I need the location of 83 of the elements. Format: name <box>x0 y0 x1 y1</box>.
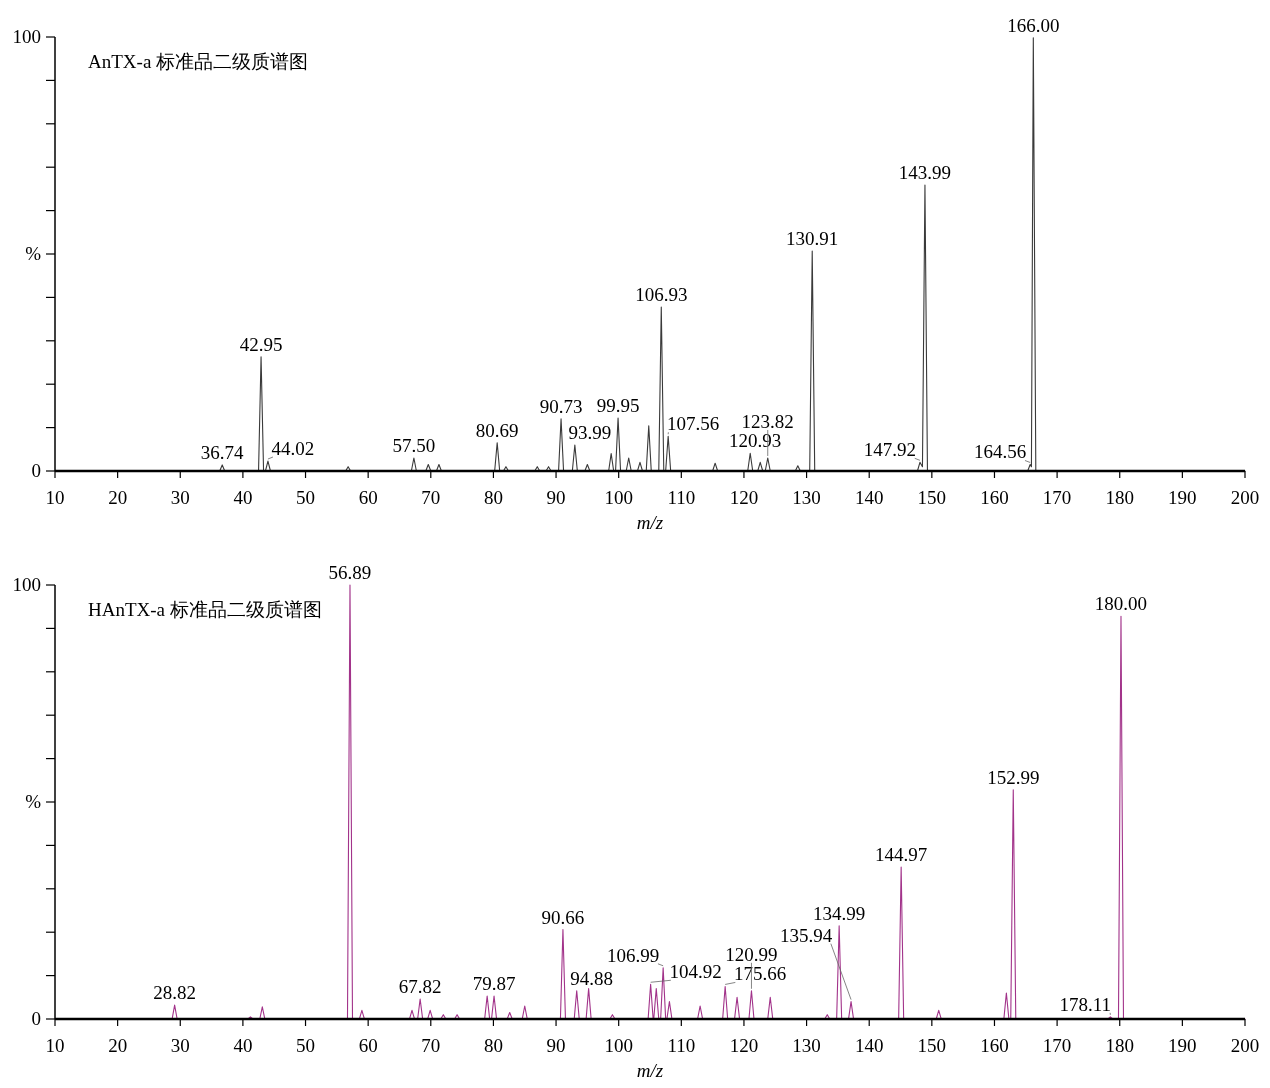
annotation: 164.56 <box>974 441 1027 463</box>
x-tick-label: 200 <box>1230 1035 1260 1056</box>
y-tick-label: % <box>25 791 42 812</box>
x-tick-label: 80 <box>483 487 503 508</box>
annotation: 57.50 <box>392 434 436 456</box>
annotation: 99.95 <box>596 395 640 417</box>
x-axis-title: m/z <box>636 512 664 533</box>
annotation: 175.66 <box>734 963 787 985</box>
x-tick-label: 100 <box>604 487 633 508</box>
x-tick-label: 130 <box>792 1035 821 1056</box>
x-tick-label: 180 <box>1105 1035 1134 1056</box>
annotation: 79.87 <box>472 973 516 994</box>
annotation: 44.02 <box>271 438 315 460</box>
annotation: 90.73 <box>539 395 583 417</box>
annotation: 94.88 <box>570 967 614 989</box>
y-tick-label: 100 <box>12 26 41 47</box>
x-tick-label: 90 <box>546 1035 566 1056</box>
x-tick-label: 140 <box>854 1035 884 1056</box>
annotation: 42.95 <box>239 333 283 355</box>
y-tick-label: % <box>25 243 42 264</box>
x-tick-label: 110 <box>667 1035 696 1056</box>
annotation: 56.89 <box>328 562 372 583</box>
x-tick-label: 40 <box>233 487 253 508</box>
x-tick-label: 140 <box>854 487 884 508</box>
annotation: 143.99 <box>898 161 952 183</box>
x-tick-label: 70 <box>421 1035 441 1056</box>
x-tick-label: 190 <box>1168 1035 1197 1056</box>
annotation: 106.99 <box>607 944 660 966</box>
x-tick-label: 100 <box>604 1035 633 1056</box>
annotation: 106.93 <box>635 283 688 305</box>
x-axis-title: m/z <box>636 1060 664 1081</box>
annotation: 120.93 <box>729 430 782 452</box>
annotation: 120.99 <box>725 943 778 965</box>
annotation: 80.69 <box>475 419 519 441</box>
x-tick-label: 180 <box>1105 487 1134 508</box>
annotation: 180.00 <box>1094 593 1148 615</box>
x-tick-label: 20 <box>108 487 128 508</box>
x-tick-label: 10 <box>45 487 65 508</box>
x-tick-label: 60 <box>358 1035 378 1056</box>
x-tick-label: 80 <box>483 1035 503 1056</box>
x-tick-label: 30 <box>170 1035 190 1056</box>
annotation: 130.91 <box>786 227 839 249</box>
annotation: 134.99 <box>813 902 866 924</box>
y-tick-label: 0 <box>31 1008 41 1029</box>
annotation: 166.00 <box>1007 14 1060 36</box>
text: AnTX-a 标准品二级质谱图 <box>88 51 309 72</box>
x-tick-label: 170 <box>1042 487 1072 508</box>
x-tick-label: 120 <box>729 487 759 508</box>
x-tick-label: 50 <box>296 487 316 508</box>
annotation: 123.82 <box>741 410 794 432</box>
x-tick-label: 150 <box>917 1035 947 1056</box>
annotation: 144.97 <box>875 844 928 866</box>
x-tick-label: 40 <box>233 1035 253 1056</box>
x-tick-label: 130 <box>792 487 821 508</box>
x-tick-label: 160 <box>980 1035 1009 1056</box>
annotation: 67.82 <box>398 976 442 998</box>
x-tick-label: 170 <box>1042 1035 1072 1056</box>
y-tick-label: 100 <box>12 574 41 595</box>
x-tick-label: 150 <box>917 487 947 508</box>
x-tick-label: 200 <box>1230 487 1260 508</box>
annotation: 104.92 <box>669 961 722 983</box>
x-tick-label: 50 <box>296 1035 316 1056</box>
x-tick-label: 20 <box>108 1035 128 1056</box>
annotation: 152.99 <box>987 766 1040 788</box>
text: HAnTX-a 标准品二级质谱图 <box>88 599 322 620</box>
annotation: 147.92 <box>863 439 917 461</box>
annotation: 107.56 <box>667 413 720 435</box>
x-tick-label: 30 <box>170 487 190 508</box>
annotation: 135.94 <box>779 924 833 946</box>
x-tick-label: 70 <box>421 487 441 508</box>
annotation: 178.11 <box>1059 993 1112 1015</box>
x-tick-label: 160 <box>980 487 1009 508</box>
x-tick-label: 190 <box>1168 487 1197 508</box>
annotation: 90.66 <box>541 906 585 928</box>
annotation: 28.82 <box>153 982 196 1004</box>
x-tick-label: 90 <box>546 487 566 508</box>
x-tick-label: 120 <box>729 1035 759 1056</box>
annotation: 36.74 <box>200 441 245 463</box>
x-tick-label: 10 <box>45 1035 65 1056</box>
annotation: 93.99 <box>568 421 612 443</box>
x-tick-label: 60 <box>358 487 378 508</box>
x-tick-label: 110 <box>667 487 696 508</box>
y-tick-label: 0 <box>31 460 41 481</box>
